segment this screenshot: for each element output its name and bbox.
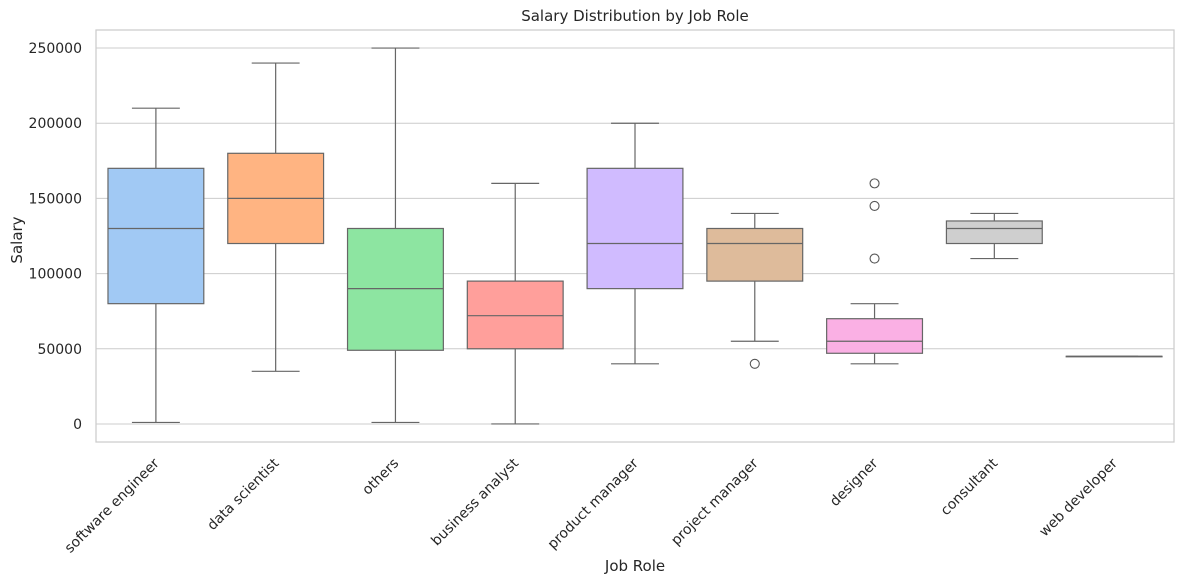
x-tick-label: project manager [668,455,761,548]
box-web-developer [1065,355,1163,358]
box-business-analyst [466,182,564,425]
box-plot-layer [107,47,1163,425]
box-others [346,47,444,424]
y-tick-label: 250000 [29,41,82,57]
iqr-box [346,227,444,351]
x-tick-labels: software engineer data scientist others bus… [62,455,1121,556]
iqr-box [107,167,205,305]
box-designer [826,178,924,365]
x-tick-label: data scientist [204,455,283,534]
iqr-box [586,167,684,290]
iqr-box [466,280,564,350]
y-tick-label: 50000 [37,342,82,358]
x-tick-label: software engineer [62,455,163,556]
box-project-manager [706,212,804,369]
box-software-engineer [107,107,205,424]
box-product-manager [586,122,684,365]
x-tick-label: consultant [938,455,1002,519]
y-axis-label: Salary [8,216,26,263]
x-axis-label: Job Role [604,557,665,575]
y-tick-label: 150000 [29,191,82,207]
plot-frame [95,29,1175,443]
y-tick-label: 100000 [29,267,82,283]
outlier-point [869,200,880,211]
x-tick-label: product manager [545,455,642,552]
x-tick-label: others [359,456,402,499]
box-data-scientist [227,62,325,372]
y-tick-label: 200000 [29,116,82,132]
iqr-box [826,318,924,354]
y-tick-labels: 0 50000 100000 150000 200000 250000 [29,41,82,433]
x-tick-label: designer [827,455,881,509]
y-tick-label: 0 [73,417,82,433]
chart-title: Salary Distribution by Job Role [521,7,749,25]
x-tick-label: business analyst [428,455,522,549]
iqr-box [706,227,804,282]
outlier-point [749,358,760,369]
box-consultant [945,212,1043,260]
outlier-point [869,253,880,264]
x-tick-label: web developer [1036,455,1121,540]
iqr-box [945,220,1043,245]
outlier-point [869,178,880,189]
